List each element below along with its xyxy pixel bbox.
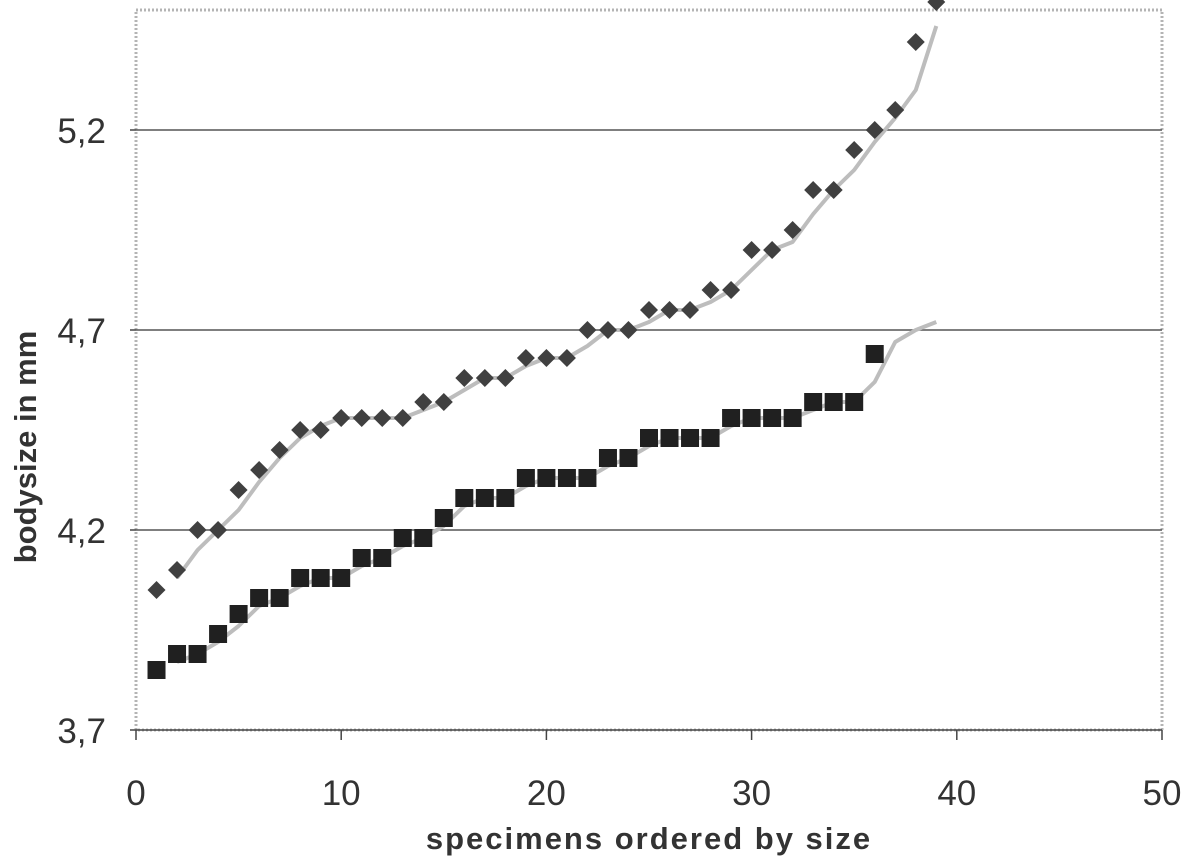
diamond-marker — [496, 369, 515, 387]
diamond-marker — [824, 181, 843, 199]
x-axis-title: specimens ordered by size — [426, 821, 872, 856]
x-tick-label: 0 — [126, 774, 145, 813]
diamond-marker — [865, 121, 884, 139]
square-marker — [681, 429, 700, 447]
diamond-marker — [886, 101, 905, 119]
square-marker — [168, 645, 187, 663]
diamond-marker — [311, 421, 330, 439]
square-marker — [557, 469, 576, 487]
square-marker — [291, 569, 310, 587]
diamond-marker — [393, 409, 412, 427]
diamond-marker — [455, 369, 474, 387]
axes — [130, 129, 1163, 740]
square-marker — [763, 409, 782, 427]
x-tick-label: 50 — [1143, 774, 1182, 813]
trend-line — [175, 25, 939, 580]
square-marker — [188, 645, 207, 663]
gridlines — [136, 129, 1162, 531]
y-tick-label: 4,7 — [57, 312, 106, 351]
diamond-marker — [681, 301, 700, 319]
square-marker — [619, 449, 638, 467]
diamond-marker — [763, 241, 782, 259]
data-points — [147, 0, 946, 679]
y-tick-label: 5,2 — [57, 112, 106, 151]
diamond-marker — [619, 321, 638, 339]
square-marker — [845, 393, 864, 411]
diamond-marker — [434, 393, 453, 411]
diamond-marker — [270, 441, 289, 459]
square-marker — [804, 393, 823, 411]
square-marker — [147, 661, 166, 679]
square-marker — [824, 393, 843, 411]
diamond-marker — [250, 461, 269, 479]
diamond-marker — [660, 301, 679, 319]
tick-labels: 0 10 20 30 40 50 3,7 4,2 4,7 5,2 — [57, 112, 1181, 813]
diamond-marker — [291, 421, 310, 439]
diamond-marker — [537, 349, 556, 367]
square-marker — [209, 625, 228, 643]
trend-line — [176, 320, 938, 664]
square-marker — [311, 569, 330, 587]
y-tick-label: 3,7 — [57, 712, 106, 751]
square-marker — [434, 509, 453, 527]
square-marker — [701, 429, 720, 447]
y-axis-title: bodysize in mm — [8, 331, 43, 564]
square-marker — [742, 409, 761, 427]
square-marker — [783, 409, 802, 427]
x-tick-label: 20 — [527, 774, 566, 813]
diamond-marker — [783, 221, 802, 239]
square-marker — [393, 529, 412, 547]
diamond-marker — [373, 409, 392, 427]
square-marker — [660, 429, 679, 447]
square-marker — [455, 489, 474, 507]
diamond-marker — [927, 0, 946, 11]
square-marker — [865, 345, 884, 363]
diamond-marker — [722, 281, 741, 299]
square-marker — [270, 589, 289, 607]
diamond-marker — [906, 33, 925, 51]
x-tick-label: 10 — [322, 774, 361, 813]
diamond-marker — [414, 393, 433, 411]
trend-lines — [175, 25, 939, 664]
diamond-marker — [475, 369, 494, 387]
diamond-marker — [516, 349, 535, 367]
square-marker — [373, 549, 392, 567]
diamond-marker — [229, 481, 248, 499]
diamond-marker — [845, 141, 864, 159]
diamond-marker — [640, 301, 658, 319]
square-marker — [516, 469, 535, 487]
diamond-marker — [557, 349, 576, 367]
plot-area-border — [134, 8, 1164, 732]
diamond-marker — [209, 521, 228, 539]
x-tick-label: 40 — [937, 774, 976, 813]
diamond-marker — [804, 181, 823, 199]
diamond-marker — [578, 321, 597, 339]
square-marker — [352, 549, 371, 567]
square-marker — [496, 489, 515, 507]
square-marker — [229, 605, 248, 623]
diamond-marker — [188, 521, 207, 539]
square-marker — [578, 469, 597, 487]
square-marker — [598, 449, 617, 467]
diamond-marker — [701, 281, 720, 299]
square-marker — [475, 489, 494, 507]
square-marker — [640, 429, 658, 447]
square-marker — [722, 409, 741, 427]
square-marker — [537, 469, 556, 487]
diamond-marker — [352, 409, 371, 427]
diamond-marker — [742, 241, 761, 259]
diamond-marker — [332, 409, 351, 427]
y-tick-label: 4,2 — [57, 512, 106, 551]
diamond-marker — [598, 321, 617, 339]
square-marker — [332, 569, 351, 587]
diamond-marker — [147, 581, 166, 599]
square-marker — [414, 529, 433, 547]
x-tick-label: 30 — [732, 774, 771, 813]
diamond-marker — [168, 561, 187, 579]
square-marker — [250, 589, 269, 607]
